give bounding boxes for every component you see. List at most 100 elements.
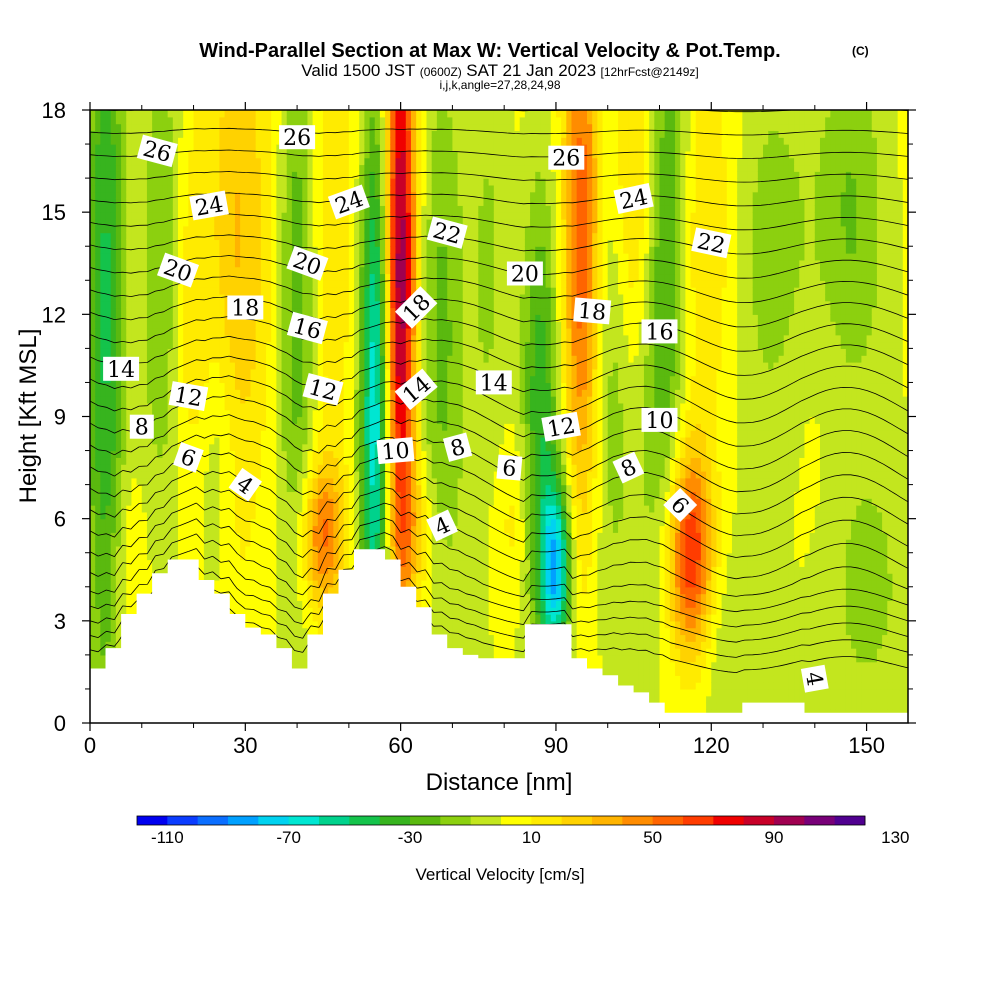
velocity-cell xyxy=(131,505,138,513)
velocity-cell xyxy=(115,396,122,404)
velocity-cell xyxy=(146,402,153,411)
velocity-cell xyxy=(348,293,355,302)
velocity-cell xyxy=(131,273,138,281)
velocity-cell xyxy=(260,287,267,295)
velocity-cell xyxy=(131,484,138,493)
velocity-cell xyxy=(121,314,127,322)
velocity-cell xyxy=(297,477,303,486)
velocity-cell xyxy=(136,443,143,452)
velocity-cell xyxy=(126,545,133,554)
velocity-cell xyxy=(312,539,319,547)
velocity-cell xyxy=(136,123,143,132)
velocity-cell xyxy=(209,484,215,493)
velocity-cell xyxy=(214,280,221,288)
velocity-cell xyxy=(141,409,148,418)
velocity-cell xyxy=(266,532,272,540)
velocity-cell xyxy=(214,470,221,479)
velocity-cell xyxy=(359,334,365,343)
velocity-cell xyxy=(307,607,314,615)
velocity-cell xyxy=(286,586,293,595)
velocity-cell xyxy=(157,307,164,315)
velocity-cell xyxy=(162,314,169,322)
velocity-cell xyxy=(354,457,360,465)
velocity-cell xyxy=(152,232,158,241)
velocity-cell xyxy=(348,348,355,356)
velocity-cell xyxy=(193,184,200,193)
velocity-cell xyxy=(110,409,117,418)
velocity-cell xyxy=(100,600,107,608)
velocity-cell xyxy=(369,184,376,193)
velocity-cell xyxy=(302,593,309,601)
velocity-cell xyxy=(105,430,112,438)
velocity-cell xyxy=(110,137,117,145)
velocity-cell xyxy=(271,273,277,281)
velocity-cell xyxy=(178,280,184,288)
velocity-cell xyxy=(162,178,169,186)
velocity-cell xyxy=(90,130,96,138)
velocity-cell xyxy=(348,355,355,363)
velocity-cell xyxy=(121,287,127,295)
velocity-cell xyxy=(141,293,148,302)
velocity-cell xyxy=(276,586,283,595)
velocity-cell xyxy=(183,300,189,309)
velocity-cell xyxy=(322,314,329,322)
velocity-cell xyxy=(276,362,283,370)
velocity-cell xyxy=(312,246,319,254)
velocity-cell xyxy=(297,239,303,247)
velocity-cell xyxy=(234,368,241,377)
velocity-cell xyxy=(157,532,164,540)
velocity-cell xyxy=(167,191,174,200)
velocity-cell xyxy=(307,218,314,227)
velocity-cell xyxy=(276,518,283,527)
velocity-cell xyxy=(234,205,241,213)
velocity-cell xyxy=(338,477,345,486)
velocity-cell xyxy=(333,539,340,547)
velocity-cell xyxy=(100,661,107,670)
velocity-cell xyxy=(105,579,112,588)
velocity-cell xyxy=(224,402,231,411)
velocity-cell xyxy=(178,539,184,547)
velocity-cell xyxy=(146,532,153,540)
velocity-cell xyxy=(286,539,293,547)
velocity-cell xyxy=(198,552,205,561)
velocity-cell xyxy=(162,470,169,479)
velocity-cell xyxy=(266,266,272,275)
velocity-cell xyxy=(302,491,309,499)
velocity-cell xyxy=(198,178,205,186)
velocity-cell xyxy=(183,232,189,241)
velocity-cell xyxy=(136,491,143,499)
velocity-cell xyxy=(234,130,241,138)
velocity-cell xyxy=(276,641,283,649)
velocity-cell xyxy=(157,205,164,213)
velocity-cell xyxy=(281,239,288,247)
velocity-cell xyxy=(286,280,293,288)
velocity-cell xyxy=(302,450,309,458)
velocity-cell xyxy=(328,184,334,193)
velocity-cell xyxy=(214,430,221,438)
velocity-cell xyxy=(224,443,231,452)
velocity-cell xyxy=(126,491,133,499)
velocity-cell xyxy=(126,607,133,615)
velocity-cell xyxy=(276,218,283,227)
velocity-cell xyxy=(172,130,179,138)
velocity-cell xyxy=(131,266,138,275)
velocity-cell xyxy=(369,314,376,322)
velocity-cell xyxy=(255,559,262,567)
velocity-cell xyxy=(312,457,319,465)
velocity-cell xyxy=(146,300,153,309)
velocity-cell xyxy=(245,573,252,581)
velocity-cell xyxy=(286,566,293,574)
velocity-cell xyxy=(229,539,236,547)
velocity-cell xyxy=(110,144,117,152)
velocity-cell xyxy=(131,532,138,540)
velocity-cell xyxy=(141,368,148,377)
velocity-cell xyxy=(105,259,112,268)
velocity-cell xyxy=(157,450,164,458)
velocity-cell xyxy=(152,130,158,138)
velocity-cell xyxy=(260,423,267,431)
velocity-cell xyxy=(219,423,226,431)
velocity-cell xyxy=(146,436,153,445)
velocity-cell xyxy=(250,470,257,479)
velocity-cell xyxy=(198,150,205,159)
velocity-cell xyxy=(312,552,319,561)
